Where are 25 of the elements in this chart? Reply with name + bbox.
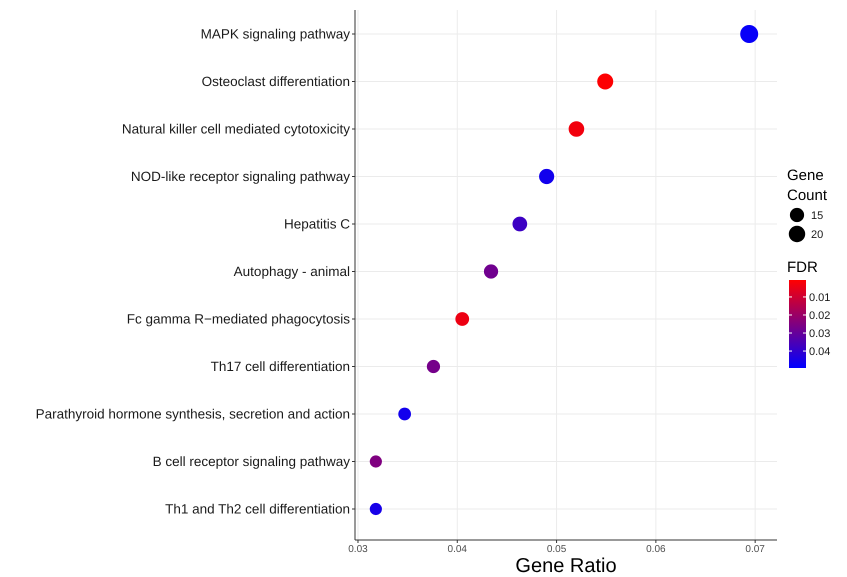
- y-tick-label: B cell receptor signaling pathway: [152, 454, 350, 470]
- legend-title: Gene Count: [787, 167, 828, 204]
- legend-label: 15: [811, 210, 824, 222]
- y-tick-label: Fc gamma R−mediated phagocytosis: [126, 312, 350, 327]
- color-bar-label: 0.04: [809, 346, 830, 358]
- y-tick-label: Natural killer cell mediated cytotoxicity: [122, 122, 350, 137]
- x-tick-label: 0.03: [348, 544, 368, 555]
- color-bar-title: FDR: [787, 259, 818, 276]
- y-tick-label: Osteoclast differentiation: [202, 74, 350, 90]
- y-tick-label: Th1 and Th2 cell differentiation: [165, 502, 350, 517]
- y-tick-label: Hepatitis C: [284, 216, 350, 232]
- color-bar-label: 0.01: [809, 292, 830, 304]
- legend-label: 20: [811, 228, 824, 241]
- x-tick-label: 0.06: [646, 544, 666, 555]
- x-axis-title: Gene Ratio: [515, 555, 617, 577]
- color-bar-label: 0.02: [809, 310, 830, 322]
- y-tick-label: Autophagy - animal: [234, 264, 350, 280]
- x-tick-label: 0.04: [448, 544, 468, 555]
- y-tick-label: NOD-like receptor signaling pathway: [130, 169, 350, 184]
- y-tick-label: Parathyroid hormone synthesis, secretion and action: [36, 406, 350, 422]
- x-tick-label: 0.07: [745, 544, 766, 555]
- y-tick-label: Th17 cell differentiation: [210, 359, 350, 374]
- color-bar-label: 0.03: [809, 328, 830, 340]
- x-tick-label: 0.05: [546, 544, 567, 555]
- y-tick-label: MAPK signaling pathway: [200, 26, 350, 42]
